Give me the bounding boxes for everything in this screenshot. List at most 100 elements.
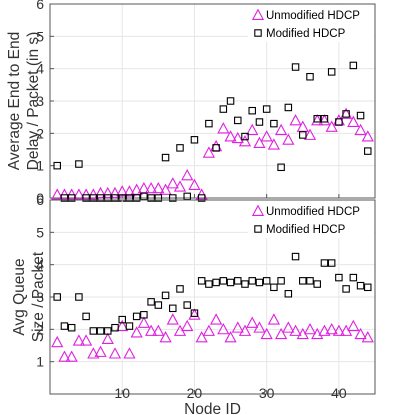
square-data-point xyxy=(125,194,134,202)
square-data-point xyxy=(335,273,343,282)
y-tick-label: 4 xyxy=(36,257,44,273)
triangle-data-point xyxy=(347,115,360,127)
x-tick-label: 20 xyxy=(187,385,203,401)
square-data-point xyxy=(219,105,228,113)
triangle-data-point xyxy=(303,128,317,140)
square-data-point xyxy=(212,278,220,287)
square-data-point xyxy=(320,259,329,267)
triangle-data-point xyxy=(296,120,309,132)
triangle-data-point xyxy=(58,350,71,362)
square-data-point xyxy=(205,119,213,128)
square-data-point xyxy=(53,293,61,301)
triangle-data-point xyxy=(202,146,216,158)
triangle-data-point xyxy=(339,107,353,119)
series-modified-hdcp xyxy=(53,61,372,202)
triangle-data-point xyxy=(282,133,295,145)
triangle-data-point xyxy=(173,180,187,192)
square-data-point xyxy=(277,163,285,172)
square-data-point xyxy=(176,144,184,152)
triangle-data-point xyxy=(274,327,288,340)
triangle-data-point xyxy=(332,324,346,336)
triangle-data-point xyxy=(274,123,288,136)
square-data-point xyxy=(349,61,358,70)
y-tick-label: 4 xyxy=(36,61,44,77)
x-tick-label: 10 xyxy=(114,385,130,401)
y-axis-label: Average End to End Delay / Packet (in s) xyxy=(6,32,42,171)
square-data-point xyxy=(270,283,278,292)
square-data-point xyxy=(67,323,76,332)
y-tick-label: 5 xyxy=(36,28,44,44)
square-data-point xyxy=(262,277,271,285)
triangle-data-point xyxy=(101,332,114,345)
square-data-point xyxy=(60,194,69,202)
legend-box xyxy=(248,5,374,42)
square-data-point xyxy=(154,194,163,202)
square-data-point xyxy=(161,153,170,162)
square-data-point xyxy=(248,106,256,115)
y-axis-label-line: Average End to End xyxy=(6,32,23,170)
legend-entry-label: Modified HDCP xyxy=(266,28,346,40)
square-data-point xyxy=(132,312,141,321)
triangle-data-point xyxy=(195,331,208,343)
top-chart-panel: 0 1 2 3 4 5 6 Average End to End Delay / Packet … xyxy=(6,0,376,206)
square-data-point xyxy=(197,194,206,202)
square-data-point xyxy=(132,194,141,202)
x-axis-label: Node ID xyxy=(184,401,241,415)
triangle-data-point xyxy=(325,120,338,132)
legend-box xyxy=(248,201,374,238)
square-data-point xyxy=(234,277,242,285)
triangle-data-point xyxy=(159,331,172,343)
triangle-data-point xyxy=(238,135,252,147)
triangle-data-point xyxy=(188,178,201,191)
square-data-point xyxy=(147,298,155,306)
triangle-data-point xyxy=(361,130,374,142)
y-axis-label: Avg Queue Size / Packet xyxy=(11,251,47,342)
triangle-data-point xyxy=(181,169,194,181)
square-data-point xyxy=(111,323,119,332)
legend-square-marker xyxy=(254,225,262,233)
square-data-point xyxy=(299,131,307,139)
square-data-point xyxy=(82,194,90,202)
triangle-data-point xyxy=(318,324,331,336)
square-data-point xyxy=(147,194,155,202)
triangle-data-point xyxy=(51,335,64,348)
triangle-data-point xyxy=(224,331,237,343)
triangle-data-point xyxy=(231,321,244,333)
square-data-point xyxy=(53,161,61,170)
square-data-point xyxy=(299,277,307,285)
square-data-point xyxy=(89,194,98,202)
x-tick-label: 30 xyxy=(259,385,275,401)
y-tick-label: 0 xyxy=(36,190,44,206)
y-axis-label-line: Size / Packet xyxy=(30,251,47,342)
triangle-data-point xyxy=(325,322,338,335)
square-data-point xyxy=(356,111,365,120)
triangle-data-point xyxy=(311,114,324,126)
triangle-data-point xyxy=(181,319,194,332)
triangle-data-point xyxy=(246,316,259,328)
triangle-data-point xyxy=(260,327,273,340)
square-data-point xyxy=(190,309,199,317)
square-data-point xyxy=(248,277,256,285)
triangle-data-point xyxy=(217,122,230,134)
y-axis-label-line: Avg Queue xyxy=(11,258,28,335)
square-data-point xyxy=(169,304,177,313)
legend: Unmodified HDCP Modified HDCP xyxy=(248,201,374,238)
triangle-data-point xyxy=(108,186,122,199)
square-data-point xyxy=(320,115,329,123)
y-tick-label: 3 xyxy=(36,93,44,109)
triangle-data-point xyxy=(289,324,302,336)
triangle-data-point xyxy=(144,324,158,336)
triangle-data-point xyxy=(260,130,273,142)
triangle-data-point xyxy=(159,183,172,195)
square-data-point xyxy=(111,194,119,202)
bottom-chart-panel: 1 2 3 4 5 6 10 20 30 40 Avg Queue Size / Packet Node… xyxy=(11,192,376,415)
triangle-data-point xyxy=(224,130,237,142)
square-data-point xyxy=(183,192,191,201)
y-tick-label: 6 xyxy=(36,192,44,208)
legend-entry-label: Unmodified HDCP xyxy=(266,206,360,218)
triangle-data-point xyxy=(123,185,136,197)
series-unmodified-hdcp xyxy=(51,308,374,362)
triangle-data-point xyxy=(101,186,114,199)
triangle-data-point xyxy=(347,319,360,332)
square-data-point xyxy=(349,273,358,282)
